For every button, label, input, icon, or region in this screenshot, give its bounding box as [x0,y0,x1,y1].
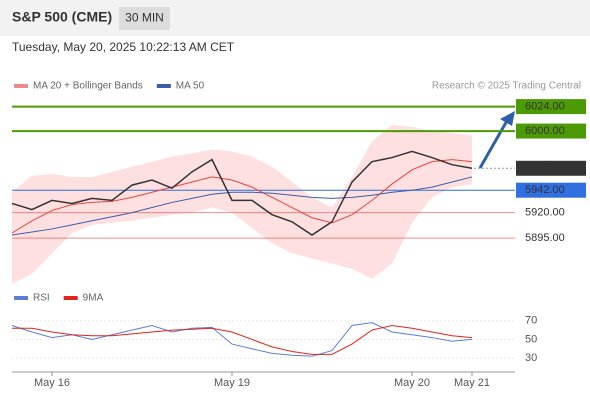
series-line [11,322,473,357]
credit: Research © 2025 Trading Central [432,81,581,92]
level-label: 6000.00 [525,125,565,137]
interval-button[interactable] [119,7,170,30]
legend-label: 9MA [83,293,104,304]
interval-label[interactable]: 30 MIN [125,11,164,25]
bollinger-band [12,124,472,284]
level-box [516,123,586,139]
legend-swatch [14,84,28,88]
x-tick-label: May 20 [394,377,430,389]
header-bar [0,0,590,36]
timestamp: Tuesday, May 20, 2025 10:22:13 AM CET [12,40,235,54]
series-line [11,159,473,234]
arrow-head [500,111,515,126]
legend-swatch [14,296,28,300]
legend-label: MA 50 [176,81,205,92]
level-box [516,182,586,198]
level-label: 5920.00 [525,207,565,219]
legend-label: RSI [33,293,50,304]
level-box [516,99,586,115]
legend-swatch [63,296,78,300]
series-line [11,176,473,236]
series-line [12,324,473,355]
level-label: 5942.00 [525,184,565,196]
level-box [516,160,586,176]
level-label: 5963.50 [525,162,565,174]
y-tick-label: 30 [525,352,537,364]
level-label: 6024.00 [525,101,565,113]
price-line [11,150,473,236]
symbol-title: S&P 500 (CME) [12,9,112,25]
y-tick-label: 50 [525,333,537,345]
legend-swatch [156,84,171,88]
target-arrow [478,118,510,169]
x-tick-label: May 21 [454,377,490,389]
legend-label: MA 20 + Bollinger Bands [33,81,143,92]
x-tick-label: May 16 [34,377,70,389]
level-label: 5895.00 [525,232,565,244]
y-tick-label: 70 [525,315,537,327]
x-tick-label: May 19 [214,377,250,389]
